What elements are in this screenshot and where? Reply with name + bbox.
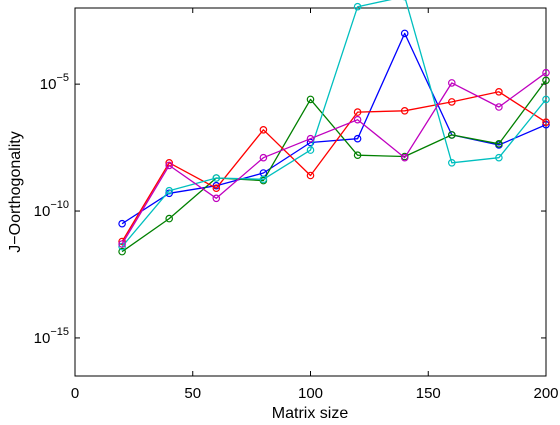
data-point	[542, 95, 550, 104]
data-point	[212, 174, 221, 182]
data-point	[118, 237, 126, 246]
data-point	[400, 107, 409, 115]
data-point	[118, 219, 126, 228]
series-line	[121, 91, 547, 242]
series-2	[118, 76, 550, 256]
data-point	[353, 108, 362, 116]
data-point	[542, 76, 550, 85]
data-point	[495, 103, 503, 111]
data-point	[447, 98, 456, 106]
data-point	[447, 131, 456, 139]
data-point	[400, 153, 409, 162]
y-axis-title: J−Oorthogonality	[7, 131, 24, 252]
data-point	[306, 171, 315, 180]
data-point	[212, 194, 221, 203]
data-point	[353, 134, 362, 143]
data-point	[212, 184, 221, 193]
data-point	[306, 134, 315, 143]
series-line	[121, 72, 547, 245]
axes: 0 50 100 150 200 10−15 10−10 10−5	[34, 8, 559, 402]
x-tick-label: 100	[298, 385, 323, 402]
data-point	[306, 146, 315, 154]
series-5	[118, 68, 550, 248]
data-point	[353, 151, 362, 160]
series-line	[121, 79, 547, 253]
data-point	[118, 247, 126, 256]
y-tick-label: 10−10	[34, 199, 69, 220]
data-point	[118, 240, 126, 248]
data-point	[259, 126, 268, 134]
data-point	[400, 29, 409, 38]
x-tick-label: 50	[184, 385, 201, 402]
series-4	[118, 0, 550, 251]
data-point	[542, 68, 550, 77]
series-3	[118, 88, 550, 246]
data-point	[259, 175, 268, 184]
data-point	[165, 186, 174, 195]
data-point	[353, 2, 362, 11]
data-point	[495, 88, 503, 96]
data-point	[212, 181, 221, 190]
data-point	[306, 95, 315, 104]
series-line	[121, 0, 547, 248]
series-layer	[118, 0, 550, 256]
plot-area	[74, 7, 547, 377]
x-tick-label: 150	[416, 385, 441, 402]
data-point	[353, 115, 362, 124]
y-tick-label: 10−15	[34, 326, 69, 347]
y-tick-label: 10−5	[40, 72, 69, 93]
data-point	[542, 118, 550, 127]
x-tick-label: 200	[533, 385, 558, 402]
data-point	[447, 79, 456, 87]
data-point	[165, 161, 174, 170]
data-point	[495, 153, 503, 162]
x-tick-label: 0	[71, 385, 79, 402]
data-point	[165, 214, 174, 223]
x-axis-title: Matrix size	[272, 405, 349, 422]
data-point	[495, 140, 503, 148]
data-point	[259, 153, 268, 162]
data-point	[447, 159, 456, 167]
